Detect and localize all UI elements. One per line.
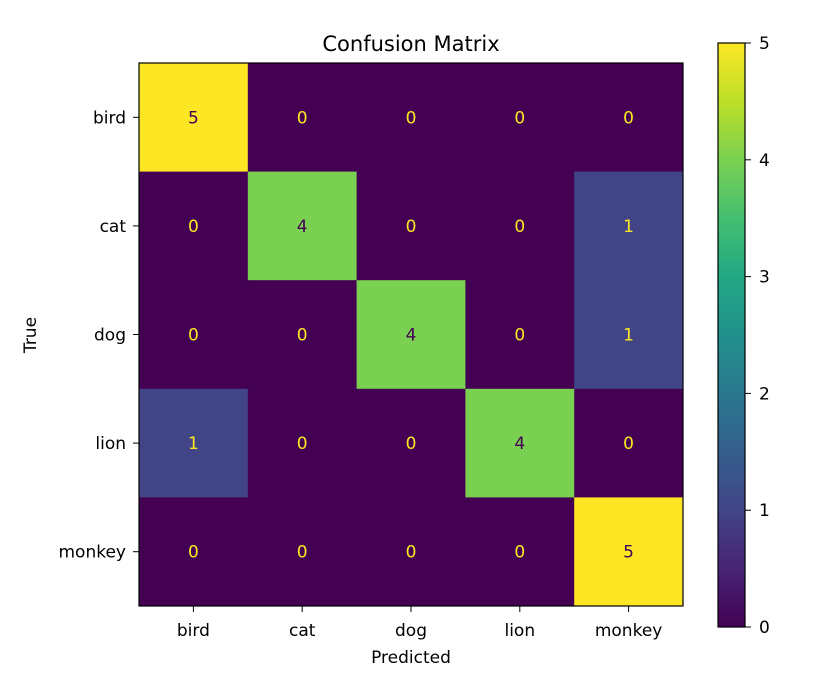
cell-value-label: 0 <box>406 543 417 563</box>
matrix-cell <box>465 171 575 281</box>
x-axis-label: Predicted <box>371 648 451 668</box>
matrix-cell <box>247 280 358 390</box>
matrix-cell-labels: 5 0 0 0 0 0 4 0 0 1 0 0 4 0 1 1 0 0 4 0 0 0 0 0 5 <box>188 108 634 562</box>
cell-value-label: 0 <box>297 434 308 454</box>
x-tick-label: dog <box>395 621 427 641</box>
colorbar-tick-label: 3 <box>759 268 770 288</box>
cell-value-label: 5 <box>623 543 634 563</box>
cell-value-label: 0 <box>188 326 199 346</box>
matrix-cell <box>356 280 466 390</box>
colorbar <box>717 42 746 628</box>
matrix-cell <box>247 497 358 607</box>
cell-value-label: 0 <box>297 108 308 128</box>
cell-value-label: 0 <box>406 434 417 454</box>
y-axis-ticks: bird cat dog lion monkey <box>59 108 139 563</box>
cell-value-label: 0 <box>514 108 525 128</box>
matrix-cells <box>139 63 684 607</box>
matrix-cell <box>465 388 575 498</box>
x-tick-label: bird <box>177 621 210 641</box>
y-tick-label: bird <box>93 108 126 128</box>
matrix-cell <box>574 497 684 607</box>
colorbar-tick-label: 1 <box>759 501 770 521</box>
matrix-cell <box>574 63 684 173</box>
colorbar-tick-label: 2 <box>759 384 770 404</box>
cell-value-label: 0 <box>406 217 417 237</box>
chart-title: Confusion Matrix <box>322 32 499 56</box>
cell-value-label: 4 <box>297 217 308 237</box>
colorbar-ticks: 0 1 2 3 4 5 <box>745 34 770 638</box>
cell-value-label: 1 <box>623 326 634 346</box>
matrix-cell <box>465 497 575 607</box>
x-tick-label: monkey <box>595 621 663 641</box>
cell-value-label: 4 <box>406 326 417 346</box>
matrix-cell <box>574 171 684 281</box>
cell-value-label: 0 <box>514 217 525 237</box>
cell-value-label: 4 <box>514 434 525 454</box>
matrix-cell <box>139 497 249 607</box>
cell-value-label: 1 <box>188 434 199 454</box>
colorbar-tick-label: 5 <box>759 34 770 54</box>
x-tick-label: lion <box>504 621 535 641</box>
matrix-cell <box>247 171 358 281</box>
cell-value-label: 0 <box>514 326 525 346</box>
matrix-cell <box>356 63 466 173</box>
matrix-cell <box>247 63 358 173</box>
matrix-cell <box>356 388 466 498</box>
cell-value-label: 1 <box>623 217 634 237</box>
y-tick-label: cat <box>100 217 127 237</box>
cell-value-label: 0 <box>297 326 308 346</box>
matrix-cell <box>139 171 249 281</box>
x-axis-ticks: bird cat dog lion monkey <box>177 606 662 641</box>
matrix-cell <box>139 388 249 498</box>
cell-value-label: 0 <box>623 108 634 128</box>
matrix-cell <box>356 171 466 281</box>
colorbar-tick-label: 0 <box>759 618 770 638</box>
matrix-cell <box>247 388 358 498</box>
y-tick-label: lion <box>95 434 126 454</box>
cell-value-label: 5 <box>188 108 199 128</box>
cell-value-label: 0 <box>406 108 417 128</box>
cell-value-label: 0 <box>623 434 634 454</box>
y-tick-label: dog <box>94 326 126 346</box>
matrix-cell <box>139 280 249 390</box>
matrix-cell <box>465 63 575 173</box>
cell-value-label: 0 <box>514 543 525 563</box>
y-axis-label: True <box>21 317 41 354</box>
y-tick-label: monkey <box>59 543 127 563</box>
matrix-cell <box>465 280 575 390</box>
colorbar-tick-label: 4 <box>759 151 770 171</box>
matrix-cell <box>139 63 249 173</box>
cell-value-label: 0 <box>297 543 308 563</box>
cell-value-label: 0 <box>188 217 199 237</box>
matrix-cell <box>574 388 684 498</box>
x-tick-label: cat <box>289 621 316 641</box>
matrix-cell <box>574 280 684 390</box>
cell-value-label: 0 <box>188 543 199 563</box>
matrix-cell <box>356 497 466 607</box>
